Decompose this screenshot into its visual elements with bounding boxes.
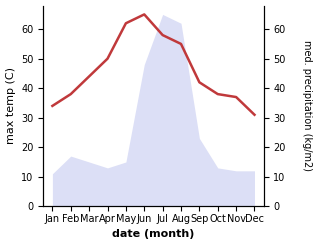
Y-axis label: med. precipitation (kg/m2): med. precipitation (kg/m2): [302, 40, 313, 172]
X-axis label: date (month): date (month): [112, 230, 195, 239]
Y-axis label: max temp (C): max temp (C): [5, 67, 16, 144]
